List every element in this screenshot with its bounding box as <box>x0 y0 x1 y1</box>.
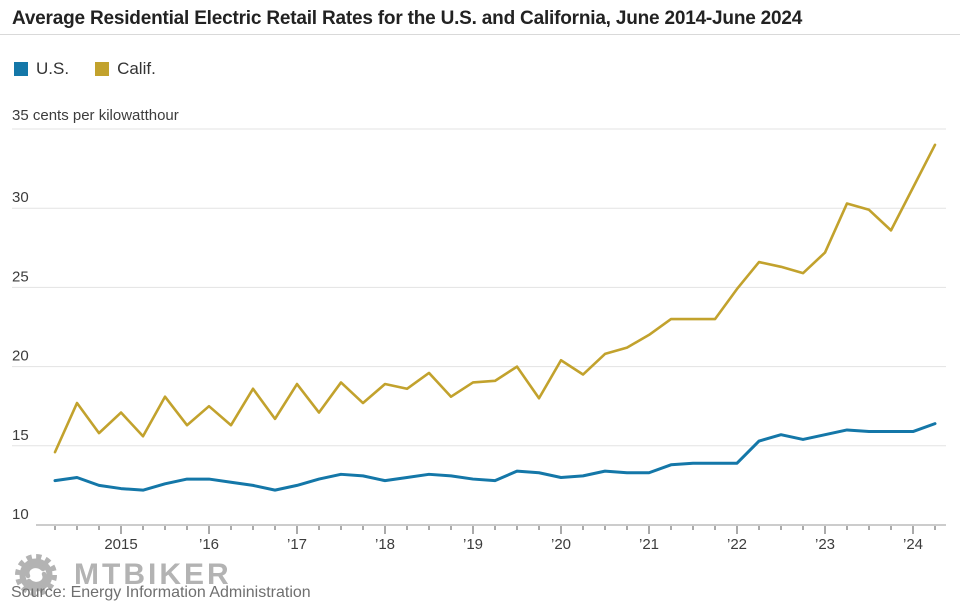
legend: U.S. Calif. <box>14 59 156 79</box>
svg-text:’20: ’20 <box>551 536 571 553</box>
svg-text:’24: ’24 <box>903 536 923 553</box>
legend-item-us: U.S. <box>14 59 69 79</box>
svg-text:’22: ’22 <box>727 536 747 553</box>
calif-legend-label: Calif. <box>117 59 156 78</box>
svg-text:20: 20 <box>12 348 29 365</box>
chart-title: Average Residential Electric Retail Rate… <box>12 8 803 29</box>
svg-text:’16: ’16 <box>199 536 219 553</box>
watermark-gear-icon <box>15 554 57 596</box>
svg-text:25: 25 <box>12 268 29 285</box>
legend-item-calif: Calif. <box>95 59 156 79</box>
svg-text:2015: 2015 <box>104 536 137 553</box>
svg-text:’19: ’19 <box>463 536 483 553</box>
svg-text:10: 10 <box>12 506 29 523</box>
svg-text:’23: ’23 <box>815 536 835 553</box>
watermark: MTBIKER <box>10 549 232 601</box>
us-legend-label: U.S. <box>36 59 70 78</box>
y-axis-unit-label: 35 cents per kilowatthour <box>12 107 179 124</box>
svg-text:’18: ’18 <box>375 536 395 553</box>
source-note: Source: Energy Information Administratio… <box>11 584 311 601</box>
calif-legend-swatch <box>95 62 110 76</box>
title-divider <box>0 34 960 35</box>
watermark-text: MTBIKER <box>74 558 232 591</box>
svg-text:’17: ’17 <box>287 536 307 553</box>
svg-text:’21: ’21 <box>639 536 659 553</box>
us-legend-swatch <box>14 62 28 76</box>
svg-text:15: 15 <box>12 427 29 444</box>
svg-text:30: 30 <box>12 189 29 206</box>
